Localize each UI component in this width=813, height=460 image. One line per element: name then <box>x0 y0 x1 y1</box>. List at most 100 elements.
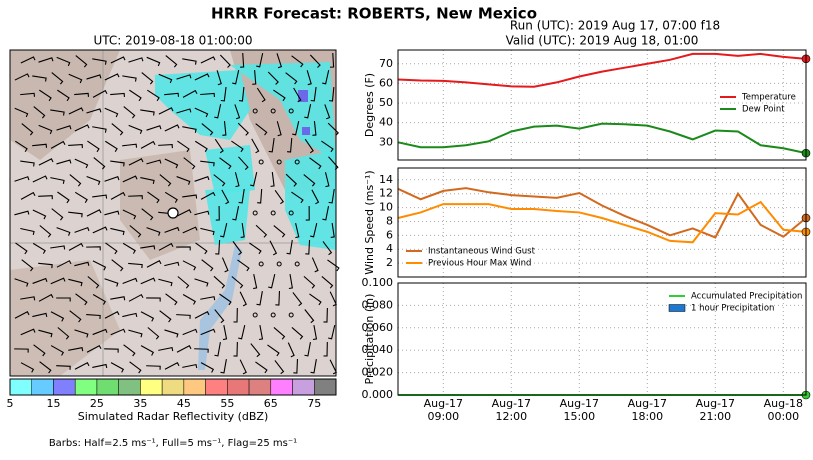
barb <box>74 226 90 233</box>
barb <box>74 158 89 169</box>
barb <box>221 189 230 205</box>
barb <box>213 174 226 187</box>
barb <box>92 126 107 133</box>
barb <box>312 120 317 136</box>
barb <box>200 160 215 167</box>
barb <box>158 144 173 149</box>
barb <box>237 122 249 136</box>
barb <box>39 89 52 102</box>
barb <box>304 309 315 324</box>
barb <box>20 56 36 64</box>
colorbar-frame <box>9 378 337 396</box>
y-tick-label: 0.020 <box>362 366 394 379</box>
x-tick-label: Aug-18 00:00 <box>764 397 803 423</box>
barb <box>200 296 216 301</box>
barb <box>304 342 311 357</box>
barb <box>327 259 340 272</box>
barb <box>141 208 154 221</box>
barb <box>122 209 137 220</box>
barb <box>221 257 229 273</box>
barb <box>165 293 178 306</box>
barb <box>146 365 161 370</box>
barb <box>240 52 245 68</box>
y-tick-label: 14 <box>379 173 393 186</box>
barb <box>92 226 108 234</box>
barb <box>38 329 53 338</box>
barb <box>291 326 304 340</box>
y-tick-label: 0.000 <box>362 388 394 401</box>
barb <box>231 140 244 153</box>
x-tick-label: Aug-17 09:00 <box>424 397 463 423</box>
barb <box>238 325 246 340</box>
colorbar-tick-label: 55 <box>220 397 234 410</box>
barb <box>14 73 30 81</box>
barb <box>234 172 240 188</box>
plot-frame <box>397 49 807 161</box>
barb <box>220 359 227 374</box>
barb <box>86 209 102 217</box>
barb <box>50 140 66 149</box>
barb <box>57 191 70 204</box>
barb <box>14 278 29 287</box>
barb <box>274 360 285 375</box>
barb <box>141 72 154 85</box>
barb <box>215 205 220 221</box>
barb <box>51 208 64 221</box>
barb <box>309 157 322 170</box>
barb <box>200 92 215 98</box>
barb <box>140 177 155 184</box>
barb <box>123 106 136 119</box>
plot-frame <box>397 167 807 278</box>
x-tick-label: Aug-17 15:00 <box>560 397 599 423</box>
barb <box>292 121 300 136</box>
y-tick-label: 40 <box>379 116 393 129</box>
barb <box>201 123 214 136</box>
barb <box>20 296 36 301</box>
barb <box>183 157 196 170</box>
barb <box>176 344 192 353</box>
barb <box>215 239 221 255</box>
calm-marker <box>270 210 276 216</box>
colorbar-cell <box>118 378 141 396</box>
barb <box>56 227 71 236</box>
barb <box>238 86 245 102</box>
plot-area <box>398 50 806 160</box>
plot-area <box>398 168 806 277</box>
barb <box>50 345 65 356</box>
colorbar-tick-label: 5 <box>7 397 14 410</box>
calm-marker <box>252 210 258 216</box>
x-tick-label: Aug-17 18:00 <box>628 397 667 423</box>
y-axis-label: Wind Speed (ms⁻¹) <box>363 170 376 274</box>
y-axis-label: Degrees (F) <box>363 73 376 137</box>
legend-label: Temperature <box>741 93 796 103</box>
barb <box>164 226 180 233</box>
barb <box>250 172 258 187</box>
barb <box>251 138 260 154</box>
y-axis-label: Precipitation (in) <box>363 294 376 385</box>
barb <box>68 73 83 84</box>
barb <box>239 359 247 375</box>
barb <box>38 293 54 302</box>
barb <box>295 223 300 239</box>
barb <box>38 124 53 135</box>
y-tick-label: 4 <box>386 242 393 255</box>
barb <box>104 311 120 319</box>
barb <box>110 191 126 200</box>
barb <box>194 175 210 182</box>
barb <box>110 56 126 64</box>
y-tick-label: 6 <box>386 228 393 241</box>
barb <box>146 159 162 165</box>
barb <box>74 124 90 132</box>
barb <box>128 262 143 269</box>
barb <box>92 328 108 336</box>
barb <box>323 307 328 323</box>
line <box>397 122 807 155</box>
colorbar-cell <box>96 378 119 396</box>
barb <box>164 329 179 338</box>
barb <box>293 358 299 374</box>
barb <box>304 138 314 154</box>
map <box>9 49 340 377</box>
barb <box>122 242 136 254</box>
barb <box>275 290 281 306</box>
barb <box>213 275 226 289</box>
